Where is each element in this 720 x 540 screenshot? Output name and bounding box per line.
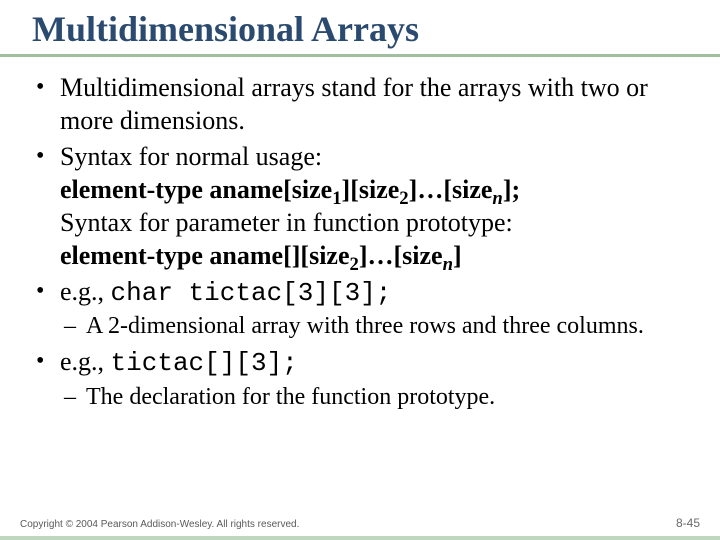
bullet-4-sub-text: The declaration for the function prototy… (86, 384, 495, 410)
copyright-footer: Copyright © 2004 Pearson Addison-Wesley.… (20, 519, 299, 530)
bullet-1-text: Multidimensional arrays stand for the ar… (60, 73, 648, 135)
bullet-3-pre: e.g., (60, 277, 111, 306)
bullet-2-line2: Syntax for parameter in function prototy… (60, 208, 513, 237)
page-number: 8-45 (676, 516, 700, 530)
bullet-3-sub-text: A 2-dimensional array with three rows an… (86, 313, 644, 339)
syntax-2-pre: element-type aname[][size (60, 241, 350, 270)
s2-sub-2: 2 (350, 255, 359, 276)
s2-sub-n: n (443, 255, 453, 276)
bullet-3-code: char tictac[3][3]; (111, 278, 392, 308)
syntax-2-end: ] (453, 241, 462, 270)
sub-1: 1 (332, 188, 341, 209)
bullet-4-sub: The declaration for the function prototy… (60, 381, 696, 414)
bullet-4: e.g., tictac[][3]; The declaration for t… (30, 345, 696, 414)
syntax-1: element-type aname[size1][size2]…[sizen]… (60, 175, 520, 204)
bullet-4-pre: e.g., (60, 347, 111, 376)
syntax-2-mid: ]…[size (359, 241, 443, 270)
sub-n: n (492, 188, 502, 209)
syntax-2: element-type aname[][size2]…[sizen] (60, 241, 462, 270)
syntax-1-mid2: ]…[size (409, 175, 493, 204)
bullet-list: Multidimensional arrays stand for the ar… (30, 71, 696, 414)
bullet-1: Multidimensional arrays stand for the ar… (30, 71, 696, 138)
bullet-3-sub: A 2-dimensional array with three rows an… (60, 310, 696, 343)
syntax-1-mid1: ][size (342, 175, 400, 204)
bullet-4-code: tictac[][3]; (111, 348, 298, 378)
bullet-3: e.g., char tictac[3][3]; A 2-dimensional… (30, 275, 696, 344)
syntax-1-end: ]; (503, 175, 520, 204)
slide-title: Multidimensional Arrays (0, 0, 720, 57)
bullet-4-sublist: The declaration for the function prototy… (60, 381, 696, 414)
bullet-2-line1: Syntax for normal usage: (60, 142, 322, 171)
bottom-accent-bar (0, 536, 720, 540)
syntax-1-pre: element-type aname[size (60, 175, 332, 204)
sub-2: 2 (399, 188, 408, 209)
slide-body: Multidimensional arrays stand for the ar… (0, 57, 720, 414)
bullet-2: Syntax for normal usage: element-type an… (30, 140, 696, 273)
bullet-3-sublist: A 2-dimensional array with three rows an… (60, 310, 696, 343)
slide: Multidimensional Arrays Multidimensional… (0, 0, 720, 540)
